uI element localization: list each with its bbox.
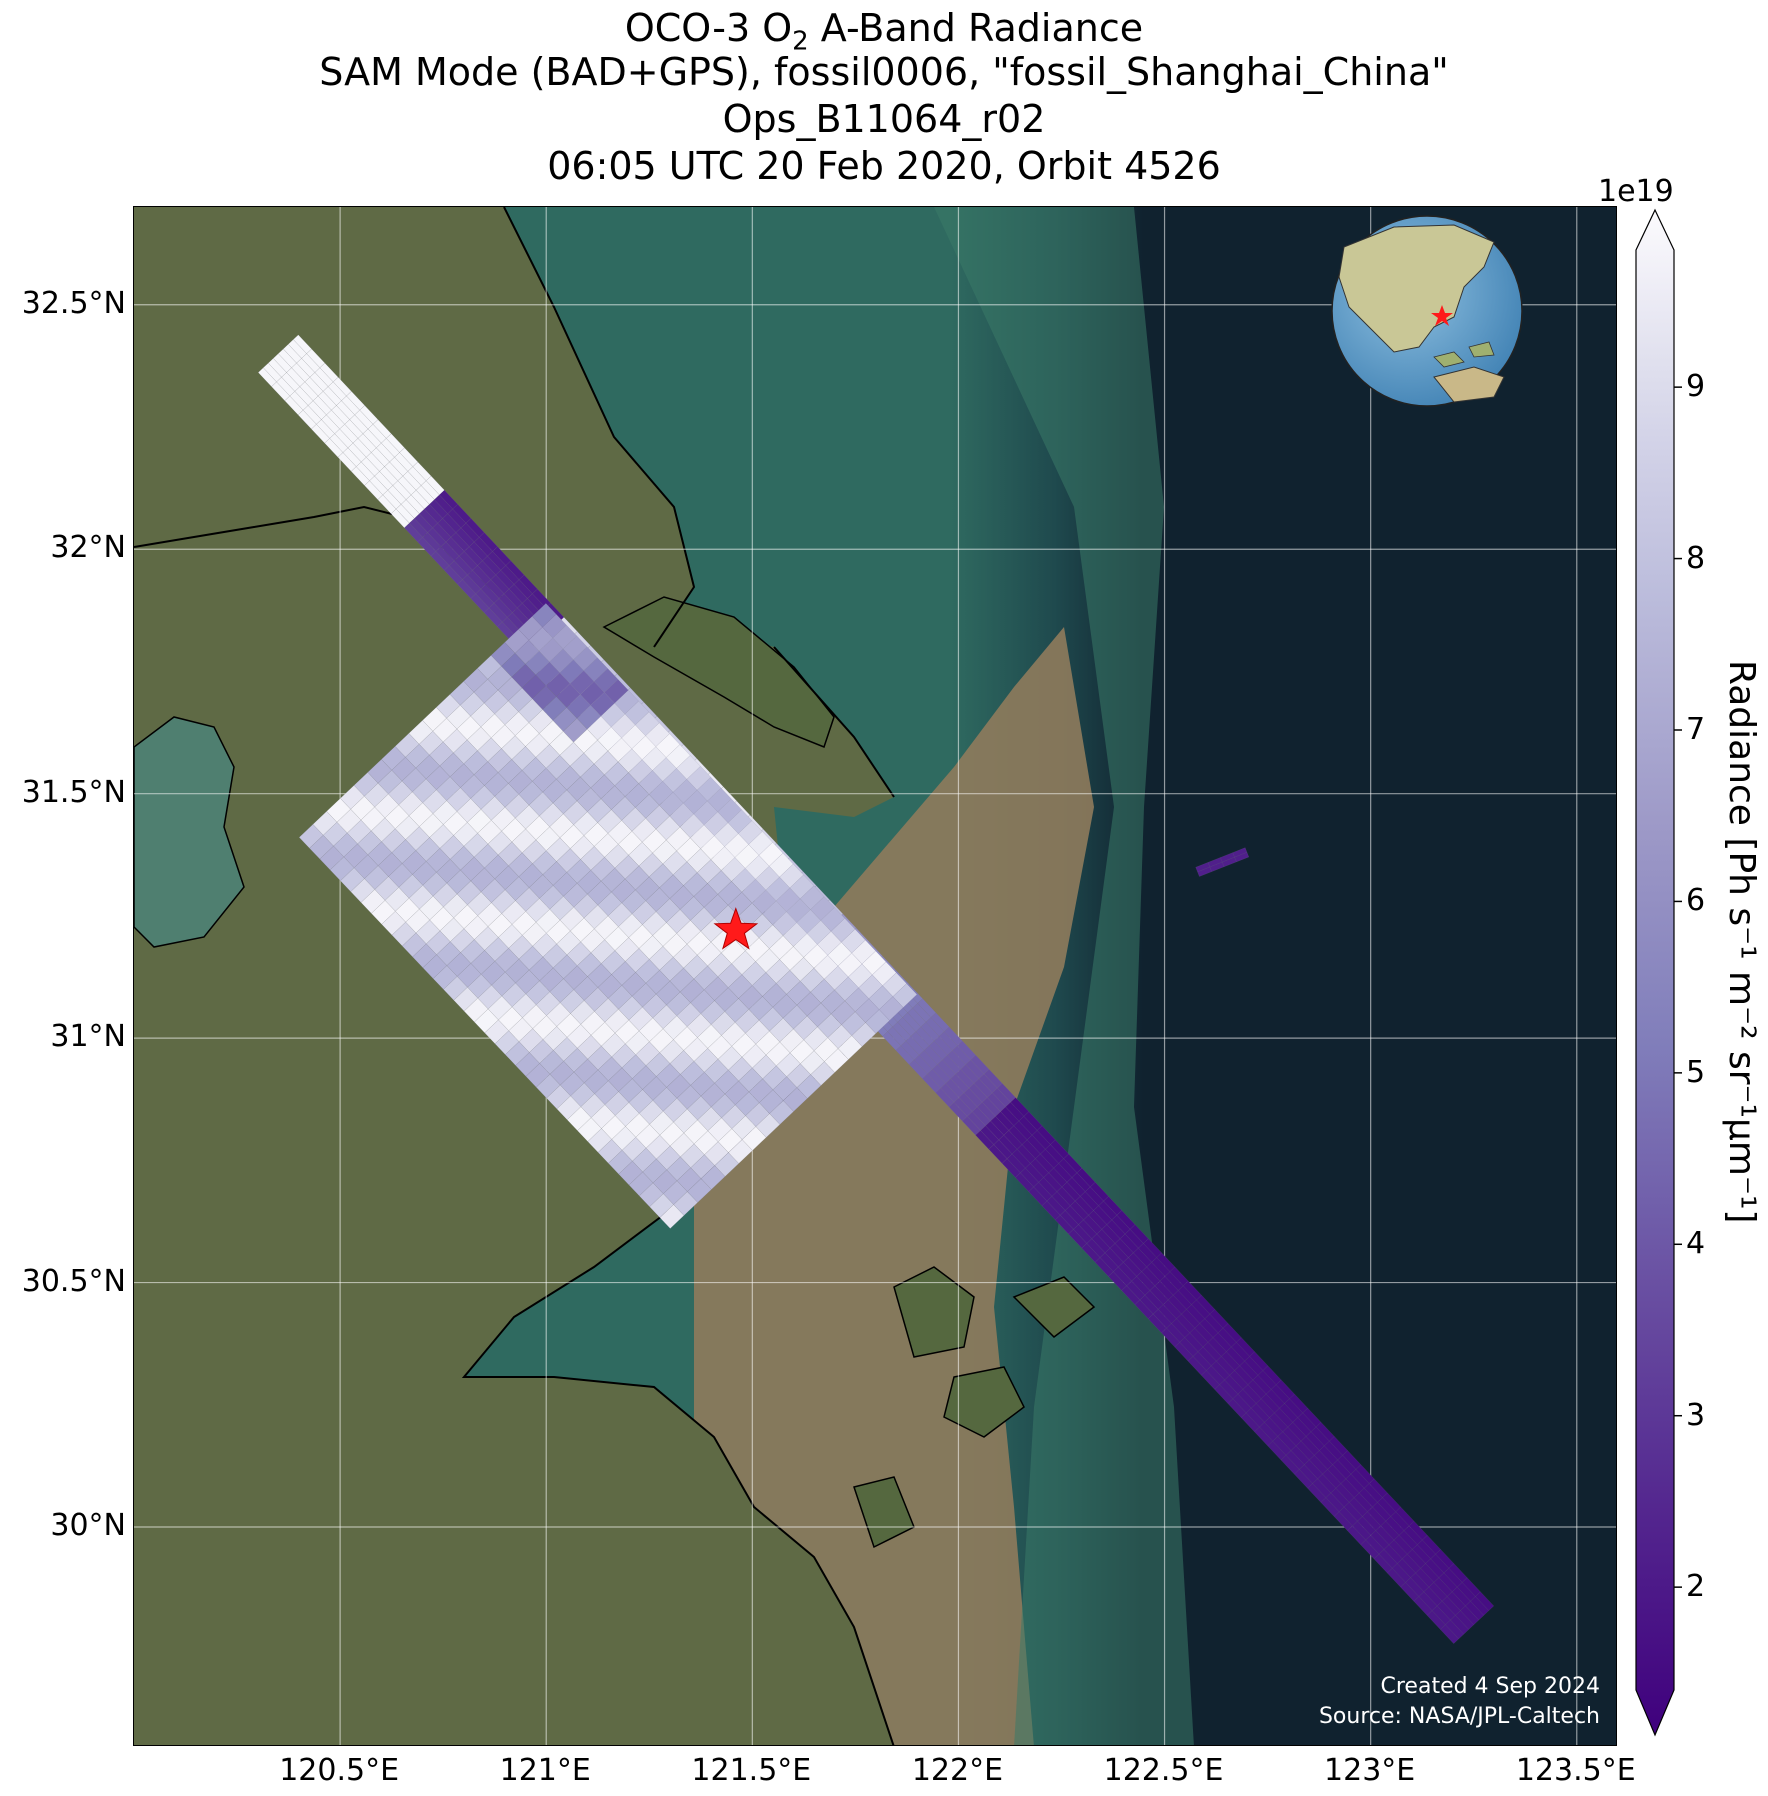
swath-footprint [1234,852,1250,863]
latitude-tick-label: 32°N [50,530,126,566]
latitude-tick-label: 30.5°N [21,1263,126,1299]
credit-line-2: Source: NASA/JPL-Caltech [1318,1704,1600,1729]
title-line-4: 06:05 UTC 20 Feb 2020, Orbit 4526 [547,144,1221,188]
longitude-tick-label: 120.5°E [279,1753,400,1788]
colorbar-tick-label: 3 [1686,1397,1706,1433]
colorbar-tick-label: 9 [1686,369,1706,405]
globe-target-star-icon [1431,305,1453,326]
colorbar [1635,208,1682,1737]
globe-maritime-islands [1433,341,1495,368]
latitude-tick-label: 31°N [50,1019,126,1055]
swath-footprint [659,1204,685,1229]
longitude-tick-label: 121°E [499,1753,591,1788]
title-line-3: Ops_B11064_r02 [722,97,1046,141]
swath-footprint [1440,1624,1460,1644]
zhoushan-islands [853,1266,1096,1549]
turbid-coastal-water [694,627,1094,1745]
radiance-swaths [257,334,1495,1644]
colorbar-tick-label: 6 [1686,883,1706,919]
colorbar-exponent: 1e19 [1598,174,1674,209]
target-star-icon[interactable] [713,907,759,950]
map-canvas[interactable] [134,207,1617,1746]
map-panel[interactable]: Created 4 Sep 2024 Source: NASA/JPL-Calt… [133,206,1617,1746]
graticule [134,207,1616,1745]
lake-taihu [134,716,245,948]
longitude-tick-label: 123.5°E [1515,1753,1636,1788]
latitude-tick-label: 31.5°N [21,774,126,810]
longitude-tick-label: 121.5°E [691,1753,812,1788]
globe-australia [1433,366,1505,403]
colorbar-tick-label: 8 [1686,540,1706,576]
latitude-tick-label: 30°N [50,1508,126,1543]
colorbar-tick-label: 2 [1686,1569,1706,1605]
latitude-tick-label: 32.5°N [21,285,126,321]
longitude-tick-label: 123°E [1324,1753,1416,1788]
shelf-water [934,207,1194,1745]
credit-line-1: Created 4 Sep 2024 [1380,1674,1601,1699]
title-line-1: OCO-3 O2 A-Band Radiance [0,6,1768,64]
title-line-2: SAM Mode (BAD+GPS), fossil0006, "fossil_… [319,50,1449,94]
title-line-1-suffix: A-Band Radiance [808,6,1144,50]
colorbar-tick-label: 5 [1686,1054,1706,1090]
colorbar-tick-label: 7 [1686,712,1706,747]
colorbar-label: Radiance [Ph s⁻¹ m⁻² sr⁻¹μm⁻¹] [1721,660,1762,1223]
longitude-tick-label: 122°E [911,1753,1004,1788]
colorbar-tick-label: 4 [1686,1226,1706,1262]
colorbar-label-text: Radiance [Ph s⁻¹ m⁻² sr⁻¹μm⁻¹] [1721,660,1762,1224]
title-line-1-prefix: OCO-3 O [624,6,793,50]
colorbar-gradient [1635,208,1675,1737]
globe-locator-inset [1331,215,1523,407]
longitude-tick-label: 122.5°E [1103,1753,1224,1788]
title-line-1-subscript: 2 [792,26,809,57]
